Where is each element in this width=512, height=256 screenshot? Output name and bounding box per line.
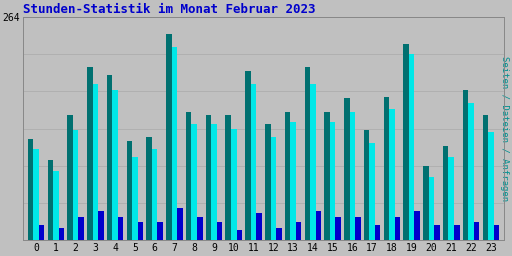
Bar	[335, 217, 341, 240]
Bar	[270, 137, 276, 240]
Bar	[265, 124, 270, 240]
Bar	[474, 222, 479, 240]
Bar	[449, 157, 454, 240]
Bar	[350, 112, 355, 240]
Bar	[310, 84, 315, 240]
Bar	[344, 98, 350, 240]
Bar	[369, 143, 375, 240]
Bar	[482, 115, 488, 240]
Bar	[93, 84, 98, 240]
Bar	[48, 160, 53, 240]
Bar	[112, 90, 118, 240]
Bar	[395, 217, 400, 240]
Bar	[118, 217, 123, 240]
Bar	[53, 171, 58, 240]
Bar	[186, 112, 191, 240]
Bar	[146, 137, 152, 240]
Bar	[257, 213, 262, 240]
Bar	[443, 146, 449, 240]
Bar	[152, 149, 157, 240]
Bar	[488, 132, 494, 240]
Bar	[191, 124, 197, 240]
Bar	[245, 71, 251, 240]
Bar	[98, 211, 103, 240]
Bar	[315, 211, 321, 240]
Bar	[423, 166, 429, 240]
Bar	[296, 222, 302, 240]
Bar	[126, 141, 132, 240]
Bar	[132, 157, 138, 240]
Bar	[454, 225, 460, 240]
Bar	[409, 54, 415, 240]
Bar	[107, 75, 112, 240]
Bar	[217, 222, 222, 240]
Bar	[429, 177, 434, 240]
Bar	[166, 34, 172, 240]
Bar	[237, 230, 242, 240]
Bar	[324, 112, 330, 240]
Bar	[73, 130, 78, 240]
Bar	[468, 103, 474, 240]
Bar	[211, 124, 217, 240]
Bar	[28, 139, 33, 240]
Bar	[494, 225, 499, 240]
Bar	[355, 217, 361, 240]
Bar	[231, 129, 237, 240]
Bar	[172, 47, 177, 240]
Bar	[305, 67, 310, 240]
Bar	[58, 228, 64, 240]
Bar	[67, 115, 73, 240]
Bar	[251, 84, 257, 240]
Bar	[403, 44, 409, 240]
Bar	[157, 222, 163, 240]
Bar	[225, 115, 231, 240]
Bar	[33, 149, 39, 240]
Bar	[375, 225, 380, 240]
Bar	[197, 217, 203, 240]
Bar	[39, 225, 45, 240]
Text: Stunden-Statistik im Monat Februar 2023: Stunden-Statistik im Monat Februar 2023	[23, 3, 316, 16]
Bar	[364, 130, 369, 240]
Bar	[330, 122, 335, 240]
Bar	[87, 67, 93, 240]
Bar	[177, 208, 183, 240]
Bar	[383, 97, 389, 240]
Bar	[463, 90, 468, 240]
Bar	[285, 112, 290, 240]
Bar	[276, 228, 282, 240]
Bar	[434, 225, 440, 240]
Y-axis label: Seiten / Dateien / Anfragen: Seiten / Dateien / Anfragen	[500, 56, 509, 201]
Bar	[290, 122, 296, 240]
Bar	[78, 217, 84, 240]
Bar	[389, 109, 395, 240]
Bar	[138, 222, 143, 240]
Bar	[415, 211, 420, 240]
Bar	[206, 115, 211, 240]
